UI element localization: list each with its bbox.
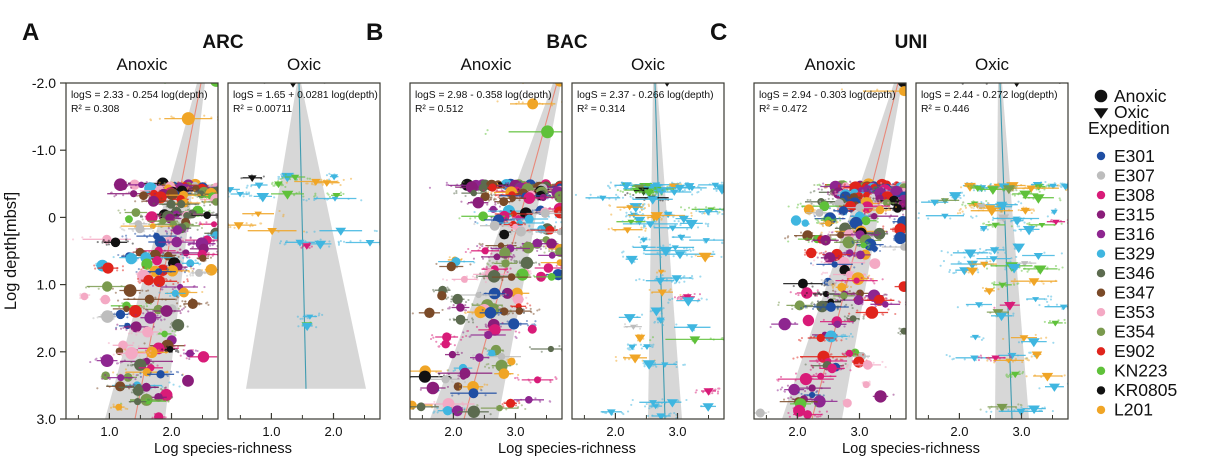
svg-text:3.0: 3.0 [850, 424, 868, 439]
svg-text:logS = 1.65 + 0.0281 log(depth: logS = 1.65 + 0.0281 log(depth) [233, 90, 378, 101]
svg-text:E301: E301 [1114, 146, 1155, 166]
svg-text:1.0: 1.0 [100, 424, 118, 439]
svg-text:Oxic: Oxic [287, 55, 322, 74]
svg-text:E347: E347 [1114, 283, 1155, 303]
svg-text:R² = 0.308: R² = 0.308 [71, 104, 120, 115]
svg-text:-1.0: -1.0 [32, 142, 56, 158]
svg-text:logS = 2.33 - 0.254 log(depth): logS = 2.33 - 0.254 log(depth) [71, 90, 208, 101]
svg-text:Log species-richness: Log species-richness [842, 441, 980, 457]
svg-text:R² = 0.472: R² = 0.472 [759, 104, 808, 115]
svg-text:C: C [710, 19, 727, 46]
svg-text:E316: E316 [1114, 224, 1155, 244]
svg-text:BAC: BAC [546, 32, 587, 53]
svg-text:-2.0: -2.0 [32, 75, 56, 91]
svg-text:3.0: 3.0 [668, 424, 686, 439]
svg-text:R² = 0.00711: R² = 0.00711 [233, 104, 292, 115]
svg-text:Log depth[mbsf]: Log depth[mbsf] [2, 192, 20, 310]
svg-text:E353: E353 [1114, 302, 1155, 322]
svg-text:1.0: 1.0 [262, 424, 280, 439]
svg-text:E346: E346 [1114, 263, 1155, 283]
svg-text:E902: E902 [1114, 341, 1155, 361]
svg-text:Oxic: Oxic [631, 55, 666, 74]
svg-text:A: A [22, 19, 39, 46]
svg-text:E329: E329 [1114, 243, 1155, 263]
svg-text:logS = 2.37 - 0.266 log(depth): logS = 2.37 - 0.266 log(depth) [577, 90, 714, 101]
svg-text:Oxic: Oxic [975, 55, 1010, 74]
svg-text:2.0: 2.0 [37, 344, 57, 360]
svg-text:3.0: 3.0 [37, 411, 57, 427]
svg-text:R² = 0.314: R² = 0.314 [577, 104, 626, 115]
svg-text:2.0: 2.0 [162, 424, 180, 439]
svg-text:3.0: 3.0 [1012, 424, 1030, 439]
svg-text:R² = 0.446: R² = 0.446 [921, 104, 970, 115]
svg-text:UNI: UNI [895, 32, 928, 53]
svg-text:Anoxic: Anoxic [804, 55, 856, 74]
svg-text:1.0: 1.0 [37, 277, 57, 293]
svg-text:Expedition: Expedition [1088, 118, 1170, 138]
svg-text:logS = 2.98 - 0.358 log(depth): logS = 2.98 - 0.358 log(depth) [415, 90, 552, 101]
svg-text:E315: E315 [1114, 204, 1155, 224]
svg-text:2.0: 2.0 [606, 424, 624, 439]
svg-text:0: 0 [48, 209, 56, 225]
svg-text:KN223: KN223 [1114, 361, 1168, 381]
svg-text:E308: E308 [1114, 185, 1155, 205]
svg-text:2.0: 2.0 [788, 424, 806, 439]
svg-text:2.0: 2.0 [950, 424, 968, 439]
svg-text:logS = 2.44 - 0.272 log(depth): logS = 2.44 - 0.272 log(depth) [921, 90, 1058, 101]
svg-text:Log species-richness: Log species-richness [498, 441, 636, 457]
svg-text:Anoxic: Anoxic [116, 55, 168, 74]
svg-text:3.0: 3.0 [506, 424, 524, 439]
svg-text:L201: L201 [1114, 400, 1153, 420]
svg-text:E354: E354 [1114, 322, 1155, 342]
svg-text:B: B [366, 19, 383, 46]
svg-text:Log species-richness: Log species-richness [154, 441, 292, 457]
svg-text:R² = 0.512: R² = 0.512 [415, 104, 464, 115]
svg-text:ARC: ARC [202, 32, 243, 53]
svg-text:2.0: 2.0 [324, 424, 342, 439]
svg-text:E307: E307 [1114, 165, 1155, 185]
svg-text:2.0: 2.0 [444, 424, 462, 439]
svg-text:logS = 2.94 - 0.303 log(depth): logS = 2.94 - 0.303 log(depth) [759, 90, 896, 101]
svg-text:KR0805: KR0805 [1114, 380, 1177, 400]
svg-text:Anoxic: Anoxic [460, 55, 512, 74]
